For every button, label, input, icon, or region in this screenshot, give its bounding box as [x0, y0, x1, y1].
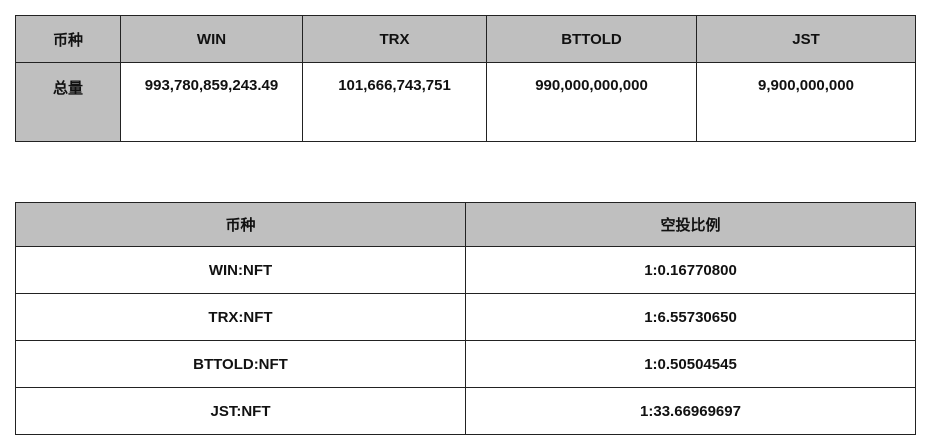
supply-table: 币种 WIN TRX BTTOLD JST 总量 993,780,859,243…: [15, 15, 916, 142]
header-cell: TRX: [302, 15, 487, 63]
header-row: 币种 WIN TRX BTTOLD JST: [15, 15, 916, 63]
header-cell: BTTOLD: [486, 15, 697, 63]
header-cell: 币种: [15, 15, 121, 63]
header-cell: JST: [696, 15, 916, 63]
cell: 1:33.66969697: [465, 387, 916, 435]
row: TRX:NFT 1:6.55730650: [15, 293, 916, 341]
row: JST:NFT 1:33.66969697: [15, 387, 916, 435]
cell: 101,666,743,751: [302, 62, 487, 142]
header-row: 币种 空投比例: [15, 202, 916, 247]
row-label: 总量: [15, 62, 121, 142]
airdrop-table: 币种 空投比例 WIN:NFT 1:0.16770800 TRX:NFT 1:6.5…: [15, 202, 916, 435]
cell: 1:0.16770800: [465, 246, 916, 294]
cell: WIN:NFT: [15, 246, 466, 294]
cell: BTTOLD:NFT: [15, 340, 466, 388]
row: BTTOLD:NFT 1:0.50504545: [15, 340, 916, 388]
cell: 1:6.55730650: [465, 293, 916, 341]
cell: 9,900,000,000: [696, 62, 916, 142]
cell: 993,780,859,243.49: [120, 62, 303, 142]
header-cell: WIN: [120, 15, 303, 63]
cell: TRX:NFT: [15, 293, 466, 341]
cell: 1:0.50504545: [465, 340, 916, 388]
header-cell: 币种: [15, 202, 466, 247]
row: WIN:NFT 1:0.16770800: [15, 246, 916, 294]
row: 总量 993,780,859,243.49 101,666,743,751 99…: [15, 62, 916, 142]
cell: JST:NFT: [15, 387, 466, 435]
header-cell: 空投比例: [465, 202, 916, 247]
cell: 990,000,000,000: [486, 62, 697, 142]
